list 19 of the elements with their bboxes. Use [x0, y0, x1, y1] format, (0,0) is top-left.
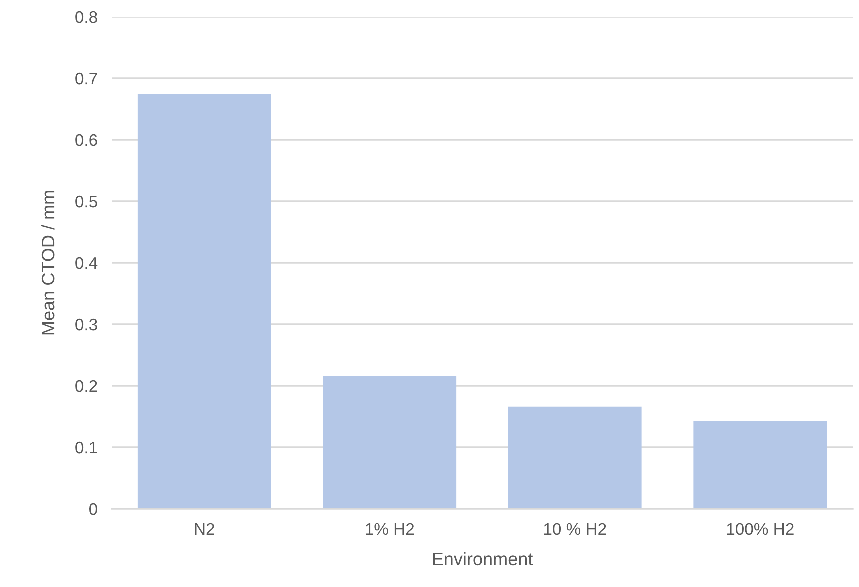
x-tick-label: 10 % H2	[544, 523, 606, 536]
x-axis-title: Environment	[433, 552, 534, 566]
y-tick-label: 0.3	[76, 318, 98, 331]
bar	[323, 376, 457, 509]
bar	[694, 421, 828, 509]
y-tick-label: 0.2	[76, 380, 98, 392]
y-tick-label: 0.4	[76, 257, 98, 270]
y-tick-label: 0.1	[76, 442, 98, 454]
y-tick-label: 0.6	[76, 134, 98, 146]
bar	[138, 94, 272, 509]
y-tick-label: 0.8	[76, 11, 98, 24]
x-tick-label: N2	[195, 523, 214, 535]
y-tick-label: 0.5	[76, 196, 98, 208]
x-tick-label: 100% H2	[727, 523, 794, 536]
x-tick-label: 1% H2	[366, 523, 414, 536]
y-axis-title: Mean CTOD / mm	[41, 191, 55, 335]
y-tick-label: 0.7	[76, 72, 98, 85]
y-tick-label: 0	[89, 503, 98, 516]
bar	[508, 406, 642, 509]
